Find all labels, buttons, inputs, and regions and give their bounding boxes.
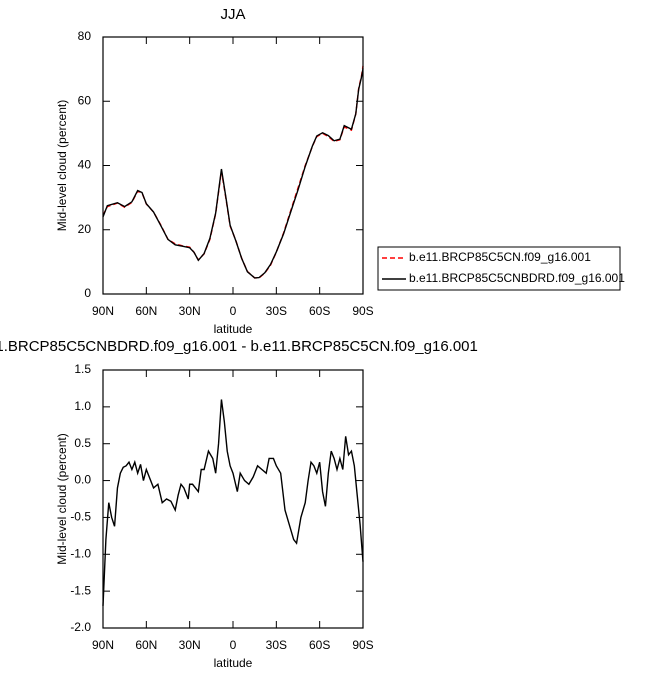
y-tick-label: 40 — [78, 158, 92, 172]
x-tick-label: 0 — [230, 304, 237, 318]
x-tick-label: 60N — [135, 304, 157, 318]
legend-label: b.e11.BRCP85C5CN.f09_g16.001 — [409, 250, 591, 264]
data-line — [102, 399, 364, 606]
y-tick-label: 0.0 — [74, 473, 91, 487]
y-tick-label: 60 — [78, 93, 92, 107]
x-axis-label: latitude — [214, 656, 253, 670]
y-tick-label: 1.5 — [74, 362, 91, 376]
y-axis-label: Mid-level cloud (percent) — [55, 433, 69, 564]
y-tick-label: -0.5 — [70, 510, 91, 524]
plot-frame — [102, 369, 364, 629]
x-tick-label: 30S — [266, 304, 287, 318]
x-tick-label: 90N — [92, 638, 114, 652]
x-tick-label: 30N — [179, 638, 201, 652]
legend-box — [377, 246, 621, 291]
y-tick-label: -1.0 — [70, 546, 91, 560]
x-tick-label: 0 — [230, 638, 237, 652]
x-tick-label: 60S — [309, 304, 330, 318]
x-tick-label: 90N — [92, 304, 114, 318]
y-tick-label: 0.5 — [74, 436, 91, 450]
x-tick-label: 30N — [179, 304, 201, 318]
y-tick-label: 80 — [78, 29, 92, 43]
x-tick-label: 90S — [352, 304, 373, 318]
chart-title: JJA — [220, 6, 245, 23]
x-tick-label: 30S — [266, 638, 287, 652]
y-tick-label: 20 — [78, 222, 92, 236]
x-tick-label: 90S — [352, 638, 373, 652]
y-axis-label: Mid-level cloud (percent) — [55, 100, 69, 231]
y-tick-label: 1.0 — [74, 399, 91, 413]
y-tick-label: 0 — [84, 286, 91, 300]
y-tick-label: -1.5 — [70, 583, 91, 597]
chart-title: 11.BRCP85C5CNBDRD.f09_g16.001 - b.e11.BR… — [0, 338, 478, 355]
x-tick-label: 60S — [309, 638, 330, 652]
plot-frame — [102, 36, 364, 295]
x-axis-label: latitude — [214, 322, 253, 336]
legend-label: b.e11.BRCP85C5CNBDRD.f09_g16.001 — [409, 271, 625, 285]
y-tick-label: -2.0 — [70, 620, 91, 634]
data-line — [102, 65, 364, 279]
x-tick-label: 60N — [135, 638, 157, 652]
data-line — [102, 68, 364, 279]
